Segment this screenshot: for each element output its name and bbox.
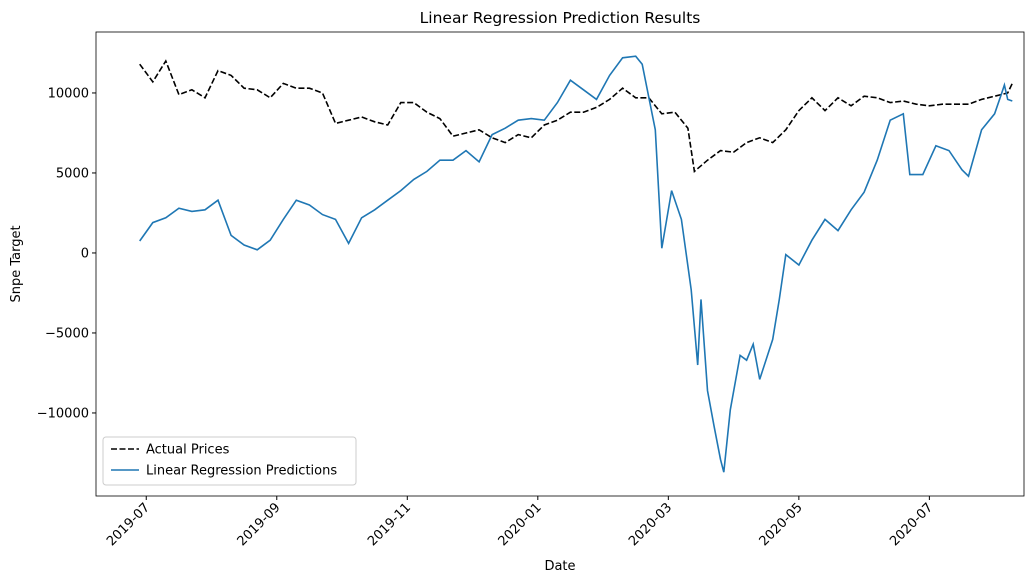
y-tick-label: 10000 bbox=[48, 86, 89, 101]
legend-label: Linear Regression Predictions bbox=[146, 464, 337, 479]
y-tick-label: −5000 bbox=[45, 326, 89, 341]
y-tick-label: 0 bbox=[81, 246, 89, 261]
y-tick-label: 5000 bbox=[56, 166, 89, 181]
y-tick-label: −10000 bbox=[37, 406, 89, 421]
plot-frame bbox=[95, 31, 1025, 497]
series-line bbox=[139, 55, 1013, 473]
x-axis-label: Date bbox=[544, 559, 575, 574]
legend: Actual Prices Linear Regression Predictio… bbox=[102, 436, 357, 486]
legend-label: Actual Prices bbox=[146, 443, 230, 458]
series-line bbox=[139, 59, 1014, 173]
legend-box bbox=[102, 436, 357, 486]
chart-title: Linear Regression Prediction Results bbox=[420, 9, 701, 27]
y-axis-label: Snpe Target bbox=[9, 225, 24, 302]
